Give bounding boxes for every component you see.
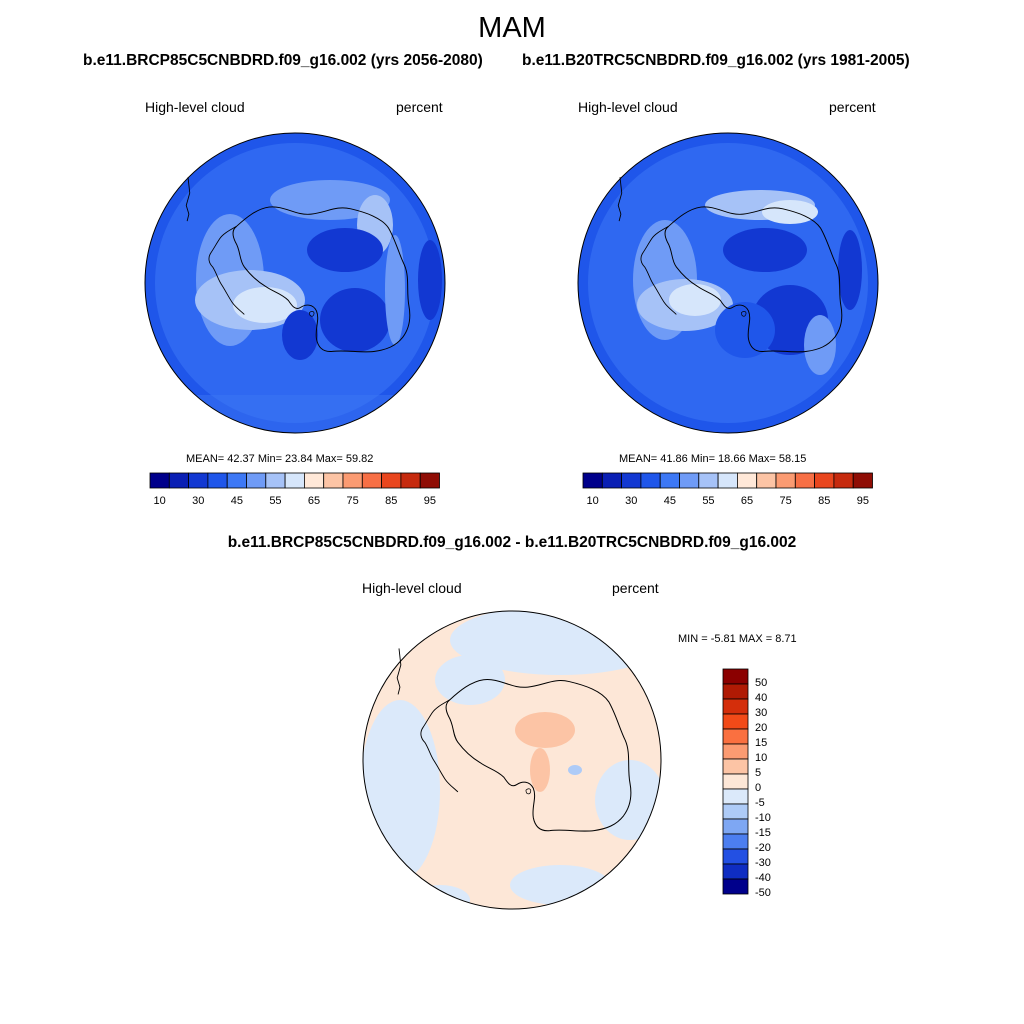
difference-colorbar	[722, 668, 749, 895]
panel2-colorbar-box	[814, 472, 835, 489]
panel1-colorbar-box	[188, 472, 209, 489]
difference-colorbar-tick-label: 40	[755, 692, 768, 704]
panel2-colorbar-tick-label: 85	[818, 495, 831, 507]
difference-colorbar-tick-label: 15	[755, 737, 768, 749]
panel1-colorbar	[149, 472, 440, 489]
panel1-colorbar-box	[265, 472, 286, 489]
panel1-colorbar-box	[361, 472, 382, 489]
difference-colorbar-tick-label: 5	[755, 767, 762, 779]
difference-colorbar-tick-label: 50	[755, 677, 768, 689]
difference-colorbar-box	[722, 788, 749, 805]
panel2-colorbar-box	[794, 472, 815, 489]
panel2-colorbar-box	[737, 472, 758, 489]
difference-colorbar-tick-label: 20	[755, 722, 768, 734]
panel2-colorbar-box	[621, 472, 642, 489]
difference-colorbar-box	[722, 743, 749, 760]
panel1-colorbar-box	[303, 472, 325, 489]
panel2-colorbar-box	[679, 472, 700, 489]
panel2-map	[578, 133, 878, 433]
difference-colorbar-tick-label: -40	[755, 872, 771, 884]
difference-colorbar-box	[722, 878, 749, 895]
panel2-colorbar-tick-label: 30	[625, 495, 638, 507]
difference-colorbar-box	[722, 848, 749, 865]
panel1-colorbar-tick-label: 55	[269, 495, 282, 507]
panel1-colorbar-tick-label: 85	[385, 495, 398, 507]
panel1-colorbar-box	[284, 472, 305, 489]
difference-colorbar-tick-label: -30	[755, 857, 771, 869]
figure-title: MAM	[478, 12, 546, 44]
difference-colorbar-tick-label: -20	[755, 842, 771, 854]
panel1-colorbar-box	[246, 472, 267, 489]
panel1-case-title: b.e11.BRCP85C5CNBDRD.f09_g16.002 (yrs 20…	[83, 52, 483, 69]
panel2-colorbar-box	[601, 472, 622, 489]
difference-colorbar-tick-label: 0	[755, 782, 762, 794]
panel1-colorbar-box	[400, 472, 421, 489]
difference-colorbar-tick-label: 10	[755, 752, 768, 764]
panel1-colorbar-tick-label: 75	[346, 495, 359, 507]
panel2-colorbar	[582, 472, 873, 489]
difference-colorbar-tick-label: -15	[755, 827, 771, 839]
panel1-colorbar-tick-label: 95	[423, 495, 436, 507]
difference-colorbar-box	[722, 863, 749, 880]
panel2-colorbar-box	[659, 472, 680, 489]
panel2-colorbar-box	[852, 472, 873, 489]
panel2-colorbar-tick-label: 10	[586, 495, 599, 507]
panel2-colorbar-box	[698, 472, 719, 489]
difference-variable-label: High-level cloud	[362, 580, 462, 596]
panel1-variable-label: High-level cloud	[145, 99, 245, 115]
panel1-colorbar-tick-label: 30	[192, 495, 205, 507]
panel1-map	[145, 133, 445, 433]
panel2-colorbar-tick-label: 65	[740, 495, 754, 507]
difference-colorbar-box	[722, 773, 749, 790]
difference-map	[363, 611, 661, 909]
difference-colorbar-tick-label: -10	[755, 812, 771, 824]
panel2-case-title: b.e11.B20TRC5CNBDRD.f09_g16.002 (yrs 198…	[522, 52, 910, 69]
panel1-colorbar-box	[342, 472, 363, 489]
panel1-stats: MEAN= 42.37 Min= 23.84 Max= 59.82	[186, 453, 374, 465]
panel2-stats: MEAN= 41.86 Min= 18.66 Max= 58.15	[619, 453, 807, 465]
panel2-colorbar-box	[640, 472, 661, 489]
panel1-colorbar-tick-label: 45	[230, 495, 243, 507]
panel1-colorbar-box	[381, 472, 402, 489]
panel2-colorbar-tick-label: 45	[663, 495, 676, 507]
panel1-colorbar-box	[323, 472, 344, 489]
difference-title: b.e11.BRCP85C5CNBDRD.f09_g16.002 - b.e11…	[227, 534, 797, 551]
panel2-colorbar-tick-label: 95	[856, 495, 869, 507]
panel1-colorbar-box	[226, 472, 247, 489]
difference-colorbar-box	[722, 728, 749, 745]
panel1-units-label: percent	[396, 99, 443, 115]
panel2-colorbar-box	[717, 472, 738, 489]
panel2-colorbar-box	[775, 472, 796, 489]
difference-colorbar-box	[722, 833, 749, 850]
panel2-colorbar-box	[582, 472, 603, 489]
panel1-colorbar-box	[207, 472, 228, 489]
panel1-colorbar-tick-label: 10	[153, 495, 166, 507]
difference-colorbar-box	[722, 698, 749, 715]
panel2-variable-label: High-level cloud	[578, 99, 678, 115]
difference-colorbar-tick-label: -5	[755, 797, 765, 809]
difference-colorbar-tick-label: -50	[755, 887, 771, 899]
difference-colorbar-tick-label: 30	[755, 707, 768, 719]
panel2-colorbar-tick-label: 55	[702, 495, 715, 507]
panel1-colorbar-box	[149, 472, 170, 489]
difference-colorbar-box	[722, 818, 749, 835]
panel1-colorbar-box	[419, 472, 440, 489]
panel2-units-label: percent	[829, 99, 876, 115]
panel2-colorbar-box	[756, 472, 777, 489]
difference-stats: MIN = -5.81 MAX = 8.71	[678, 633, 797, 645]
difference-colorbar-box	[722, 803, 749, 820]
difference-units-label: percent	[612, 580, 659, 596]
difference-colorbar-box	[722, 683, 749, 700]
panel1-colorbar-tick-label: 65	[307, 495, 321, 507]
difference-colorbar-box	[722, 713, 749, 730]
panel2-colorbar-tick-label: 75	[779, 495, 792, 507]
difference-colorbar-box	[722, 668, 749, 685]
panel2-colorbar-box	[833, 472, 854, 489]
difference-colorbar-box	[722, 758, 749, 775]
panel1-colorbar-box	[168, 472, 190, 489]
